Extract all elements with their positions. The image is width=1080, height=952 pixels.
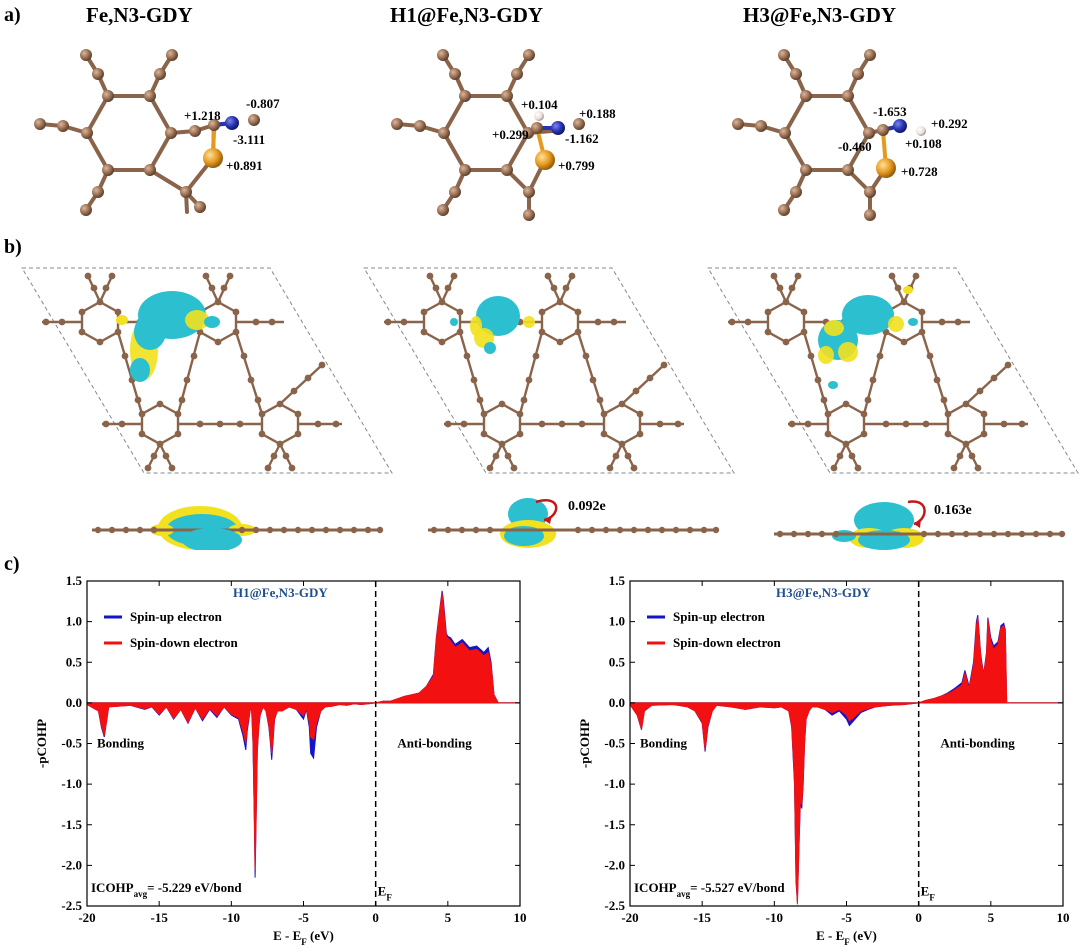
side-view-3: 0.163e xyxy=(772,500,1067,550)
series-spin-down-area xyxy=(86,593,521,870)
chart-title: H3@Fe,N3-GDY xyxy=(776,585,871,600)
y-tick-label: 0.0 xyxy=(609,695,625,710)
x-tick-label: 5 xyxy=(988,910,995,925)
charge-label: -0.807 xyxy=(246,96,280,111)
y-tick-label: -2.0 xyxy=(61,857,82,872)
x-tick-label: -20 xyxy=(78,910,95,925)
iron-atom xyxy=(876,158,896,178)
y-tick-label: -2.0 xyxy=(604,857,625,872)
x-tick-label: 10 xyxy=(514,910,527,925)
nitrogen-atom xyxy=(225,116,239,130)
y-tick-label: 1.5 xyxy=(609,573,626,588)
charge-label: +0.299 xyxy=(492,127,529,142)
x-tick-label: -15 xyxy=(150,910,168,925)
panel-label-a: a) xyxy=(4,4,21,26)
charge-label: +0.728 xyxy=(901,164,938,179)
charge-density-svg: 0.092e 0.163e xyxy=(20,266,1080,550)
x-tick-label: -10 xyxy=(766,910,783,925)
x-tick-label: -20 xyxy=(621,910,638,925)
antibonding-label: Anti-bonding xyxy=(940,736,1015,751)
structures-svg: +1.218 -0.807 -3.111 +0.891 +0. xyxy=(34,49,968,221)
antibonding-label: Anti-bonding xyxy=(397,736,472,751)
structure-2: +0.104 +0.188 +0.299 -1.162 +0.799 xyxy=(391,49,616,221)
series-spin-down-area xyxy=(629,617,1064,905)
fermi-level-label: EF xyxy=(921,883,936,902)
iron-atom xyxy=(535,150,555,170)
y-tick-label: 0.5 xyxy=(66,654,83,669)
charge-label: -1.653 xyxy=(873,104,907,119)
pcohp-charts-svg: -20 -15 -10 -5 0 5 10 -2.5 -2.0 -1.5 -1.0 -0.5 0.0 0.… xyxy=(34,573,1070,947)
charge-label: -1.162 xyxy=(565,131,599,146)
side-view-1 xyxy=(90,506,385,550)
x-tick-label: 5 xyxy=(445,910,452,925)
hydrogen-atom xyxy=(534,111,544,121)
structure-title-3: H3@Fe,N3-GDY xyxy=(743,3,897,27)
nitrogen-atom xyxy=(893,119,907,133)
side-view-2: 0.092e xyxy=(426,498,721,548)
icohp-label: ICOHPavg= -5.229 eV/bond xyxy=(91,880,242,899)
y-tick-label: 1.5 xyxy=(66,573,83,588)
charge-label: -0.460 xyxy=(838,139,872,154)
pcohp-chart-2: -20 -15 -10 -5 0 5 10 -2.5 -2.0 -1.5 -1.0 -0.5 0.0 0.… xyxy=(577,573,1070,947)
series-spin-up-area xyxy=(86,590,521,878)
legend-label-spin-up: Spin-up electron xyxy=(130,609,223,624)
y-tick-label: -2.5 xyxy=(61,898,82,913)
y-tick-label: -1.0 xyxy=(604,776,625,791)
y-tick-label: -0.5 xyxy=(61,736,82,751)
iron-atom xyxy=(203,148,223,168)
fermi-level-label: EF xyxy=(378,883,393,902)
x-tick-label: -15 xyxy=(693,910,711,925)
legend-label-spin-down: Spin-down electron xyxy=(673,635,782,650)
charge-transfer-label: 0.092e xyxy=(568,499,606,514)
panel-label-b: b) xyxy=(4,236,22,258)
bonding-label: Bonding xyxy=(640,736,687,751)
structure-1: +1.218 -0.807 -3.111 +0.891 xyxy=(34,49,280,216)
top-view-1 xyxy=(20,266,394,475)
x-axis-label: E - EF (eV) xyxy=(273,928,334,947)
x-tick-label: 10 xyxy=(1057,910,1070,925)
charge-label: +0.188 xyxy=(579,106,616,121)
legend-label-spin-up: Spin-up electron xyxy=(673,609,766,624)
panel-label-c: c) xyxy=(4,553,20,575)
legend-label-spin-down: Spin-down electron xyxy=(130,635,239,650)
y-tick-label: 0.5 xyxy=(609,654,626,669)
x-tick-label: 0 xyxy=(915,910,922,925)
x-tick-label: -10 xyxy=(223,910,240,925)
x-tick-label: -5 xyxy=(841,910,852,925)
y-tick-label: -1.5 xyxy=(61,817,82,832)
chart-title: H1@Fe,N3-GDY xyxy=(233,585,328,600)
structure-title-2: H1@Fe,N3-GDY xyxy=(390,3,544,27)
top-view-2 xyxy=(362,266,736,475)
structure-3: -1.653 +0.292 -0.460 +0.108 +0.728 xyxy=(732,49,968,221)
y-axis-label: -pCOHP xyxy=(577,719,592,768)
y-tick-label: -1.5 xyxy=(604,817,625,832)
hydrogen-atom xyxy=(916,126,926,136)
y-tick-label: 1.0 xyxy=(66,614,82,629)
nitrogen-atom xyxy=(551,121,565,135)
y-tick-label: -0.5 xyxy=(604,736,625,751)
charge-label: +1.218 xyxy=(184,108,221,123)
charge-label: +0.891 xyxy=(226,158,263,173)
top-view-3 xyxy=(706,266,1080,475)
icohp-label: ICOHPavg= -5.527 eV/bond xyxy=(634,880,785,899)
charge-label: +0.292 xyxy=(931,116,968,131)
y-axis-label: -pCOHP xyxy=(34,719,49,768)
structure-title-1: Fe,N3-GDY xyxy=(86,3,193,27)
pcohp-chart-1: -20 -15 -10 -5 0 5 10 -2.5 -2.0 -1.5 -1.0 -0.5 0.0 0.… xyxy=(34,573,527,947)
charge-transfer-label: 0.163e xyxy=(934,503,972,518)
x-axis-label: E - EF (eV) xyxy=(816,928,877,947)
charge-label: +0.799 xyxy=(558,158,595,173)
charge-label: -3.111 xyxy=(233,132,265,147)
y-tick-label: 0.0 xyxy=(66,695,82,710)
y-tick-label: -2.5 xyxy=(604,898,625,913)
x-tick-label: 0 xyxy=(372,910,379,925)
y-tick-label: -1.0 xyxy=(61,776,82,791)
bonding-label: Bonding xyxy=(97,736,144,751)
charge-label: +0.104 xyxy=(521,97,558,112)
x-tick-label: -5 xyxy=(298,910,309,925)
y-tick-label: 1.0 xyxy=(609,614,625,629)
charge-label: +0.108 xyxy=(905,136,942,151)
